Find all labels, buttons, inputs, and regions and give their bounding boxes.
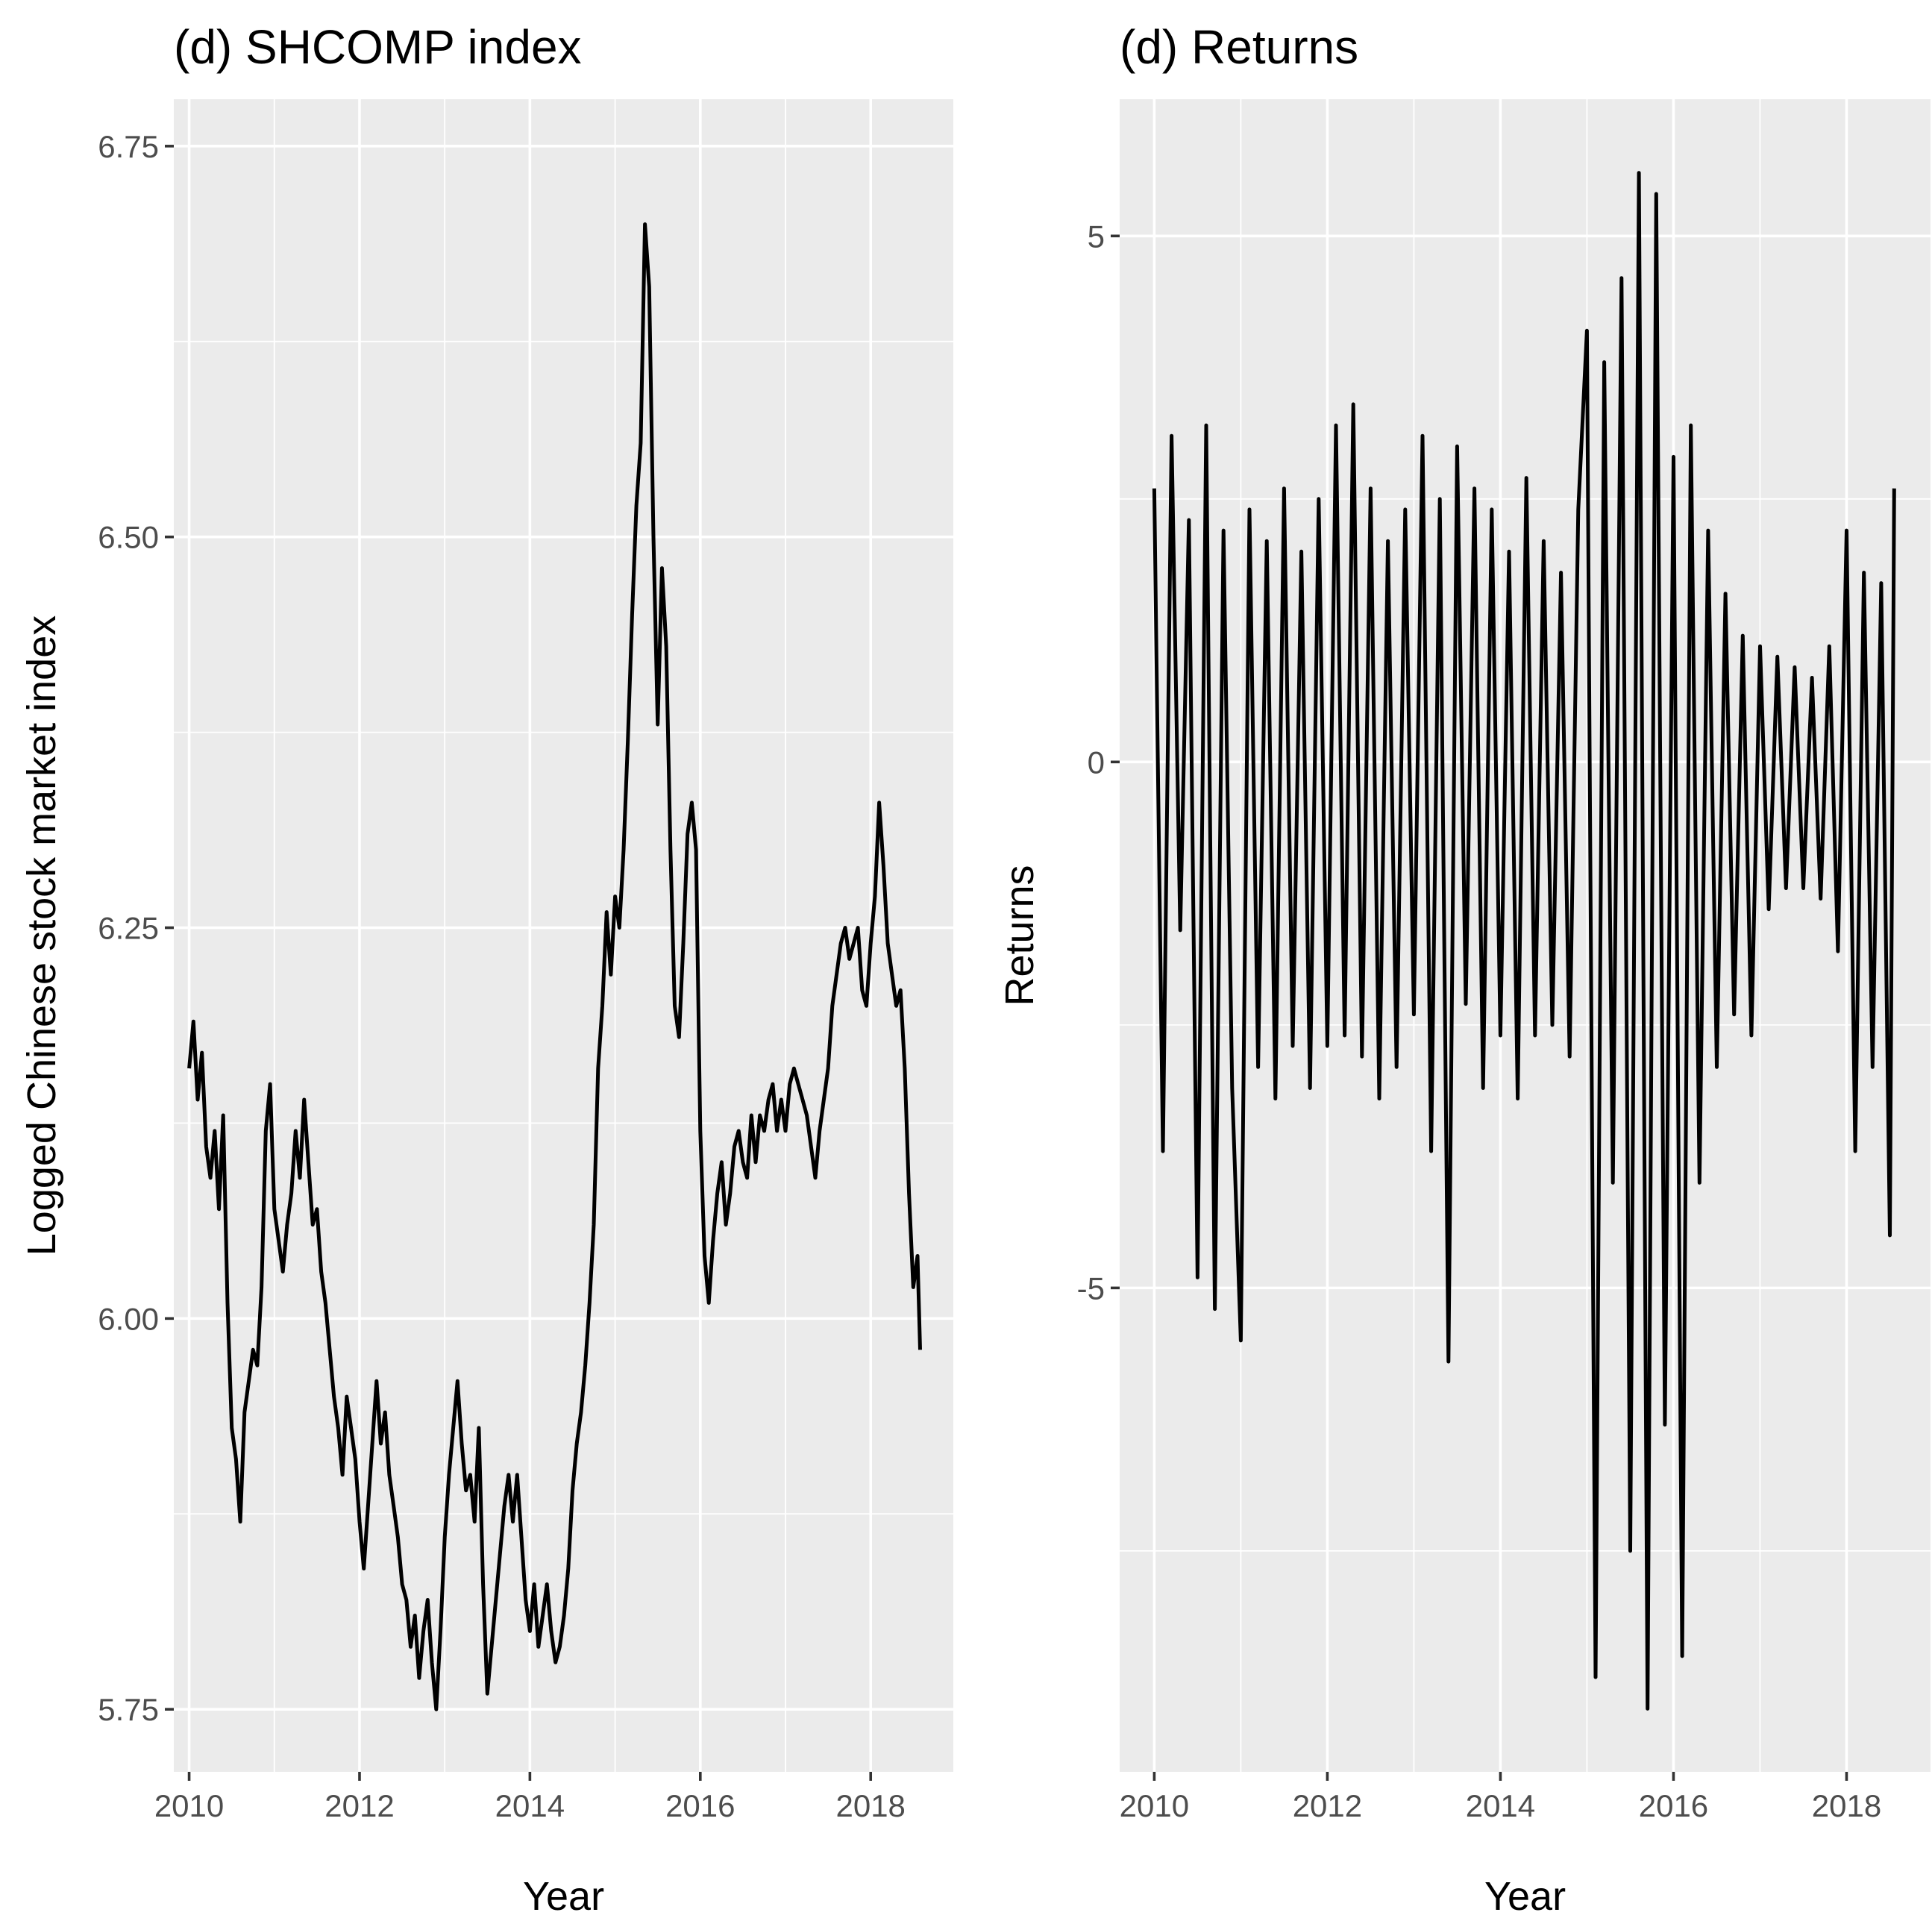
series-line: [1152, 171, 1896, 1711]
y-tick-label: 6.75: [98, 129, 159, 164]
left-chart-title: (d) SHCOMP index: [174, 20, 582, 74]
right-chart-title: (d) Returns: [1120, 20, 1358, 74]
right-y-axis-label: Returns: [997, 865, 1042, 1006]
left-y-axis: 5.75 6.00 6.25 6.50 6.75: [98, 129, 174, 1727]
right-x-axis: 2010 2012 2014 2016 2018: [1120, 1772, 1881, 1823]
y-tick-label: -5: [1077, 1270, 1105, 1306]
x-tick-label: 2016: [665, 1788, 735, 1823]
y-tick-label: 6.50: [98, 520, 159, 555]
x-tick-label: 2014: [495, 1788, 565, 1823]
x-tick-label: 2012: [324, 1788, 394, 1823]
left-y-axis-label: Logged Chinese stock market index: [19, 615, 64, 1256]
right-series-group: [1152, 171, 1896, 1711]
x-tick-label: 2018: [835, 1788, 905, 1823]
right-x-axis-label: Year: [1484, 1874, 1566, 1919]
y-tick-label: 6.00: [98, 1301, 159, 1336]
x-tick-label: 2012: [1293, 1788, 1362, 1823]
left-series-group: [187, 222, 922, 1711]
left-plot-area: [174, 99, 953, 1772]
y-tick-label: 5.75: [98, 1692, 159, 1727]
x-tick-label: 2010: [1120, 1788, 1189, 1823]
left-x-axis-label: Year: [523, 1874, 604, 1919]
y-tick-label: 5: [1088, 219, 1105, 254]
left-chart: (d) SHCOMP index 2010 2012 2014 2016 2018 5.…: [19, 20, 953, 1919]
x-tick-label: 2010: [154, 1788, 224, 1823]
right-chart: (d) Returns 2010 2012 2014 2016 2018 -5 0 5 Ye…: [997, 20, 1931, 1919]
right-y-axis: -5 0 5: [1077, 219, 1120, 1306]
left-x-axis: 2010 2012 2014 2016 2018: [154, 1772, 906, 1823]
x-tick-label: 2018: [1812, 1788, 1881, 1823]
x-tick-label: 2016: [1639, 1788, 1708, 1823]
series-line: [187, 222, 922, 1711]
y-tick-label: 6.25: [98, 911, 159, 946]
x-tick-label: 2014: [1466, 1788, 1535, 1823]
y-tick-label: 0: [1088, 745, 1105, 780]
